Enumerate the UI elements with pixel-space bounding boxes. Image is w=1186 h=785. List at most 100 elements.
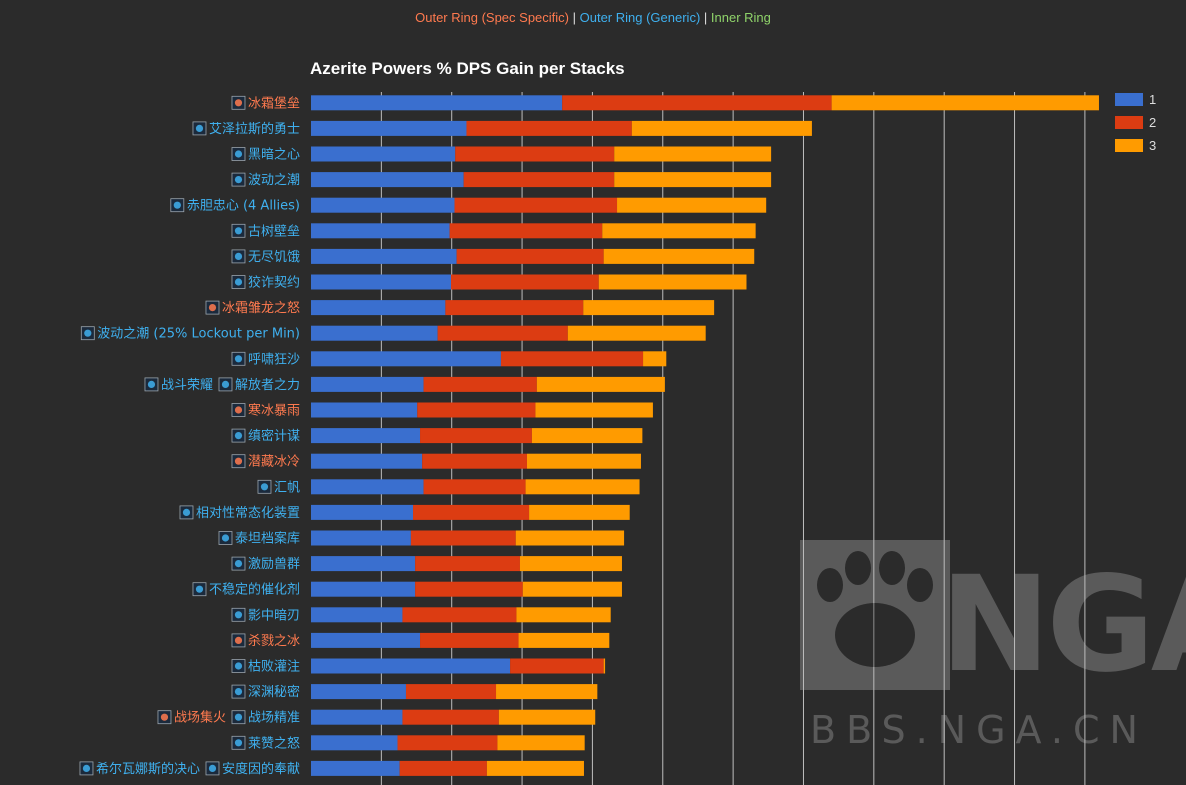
ice-rain-icon [231, 403, 246, 417]
category-label: 影中暗刃 [248, 608, 300, 623]
bar-segment-2 [420, 632, 519, 648]
icon-glyph [173, 201, 181, 209]
bar-segment-2 [455, 146, 615, 162]
category-label: 汇帆 [274, 480, 300, 495]
bar-segment-2 [402, 709, 499, 725]
bar-segment-1 [311, 146, 456, 162]
stack-legend: 1 2 3 [1115, 92, 1156, 153]
dark-heart-icon [231, 147, 246, 161]
shadow-blade-icon [231, 607, 246, 622]
bar-segment-2 [415, 581, 523, 597]
bar-segment-1 [311, 581, 416, 597]
pack-icon [231, 556, 246, 571]
focus-fire-icon [157, 710, 172, 725]
category-label: 战斗荣耀 [161, 378, 213, 393]
bar-segment-1 [311, 223, 450, 239]
icon-glyph [234, 406, 243, 414]
hidden-cold-icon [231, 454, 246, 469]
category-label: 激励兽群 [248, 557, 300, 572]
category-label: 相对性常态化装置 [196, 506, 300, 521]
icon-glyph [234, 713, 243, 721]
category-label: 枯败灌注 [248, 660, 300, 675]
bar-segment-1 [311, 658, 511, 674]
bar-segment-3 [603, 658, 606, 674]
killer-frost-icon [231, 633, 246, 648]
ancient-tree-icon [231, 223, 246, 238]
category-label: 战场精准 [248, 711, 300, 726]
bar-segment-3 [519, 556, 622, 572]
icon-glyph [182, 508, 191, 516]
legend-separator: | [569, 10, 580, 25]
bar-segment-1 [311, 120, 467, 136]
tidal-surge-icon [80, 326, 95, 341]
bar-segment-2 [415, 556, 520, 572]
icon-glyph [234, 457, 243, 465]
category-label: 安度因的奉献 [222, 761, 300, 777]
icon-glyph [260, 483, 269, 491]
bar-segment-3 [496, 684, 598, 700]
bar-segment-2 [397, 735, 498, 751]
category-label: 赤胆忠心 (4 Allies) [187, 199, 300, 214]
sail-icon [257, 479, 272, 494]
bar-segment-3 [603, 248, 755, 264]
bar-segment-1 [311, 504, 414, 520]
frost-bulwark-icon [231, 95, 246, 110]
bar-segment-2 [456, 248, 604, 264]
legend-label-3: 3 [1149, 138, 1156, 153]
icon-glyph [234, 739, 243, 747]
category-label: 冰霜雏龙之怒 [222, 300, 300, 316]
bar-segment-1 [311, 684, 406, 700]
bar-segment-2 [463, 172, 615, 188]
bar-segment-3 [526, 453, 641, 469]
icon-glyph [160, 713, 169, 721]
catalyst-icon [192, 582, 207, 597]
stacked-bars [311, 95, 1099, 776]
bar-segment-3 [518, 632, 610, 648]
bar-segment-3 [498, 709, 596, 725]
legend-label-1: 1 [1149, 92, 1156, 107]
bar-segment-3 [516, 607, 611, 623]
bar-segment-3 [617, 197, 767, 213]
icon-glyph [234, 688, 243, 696]
category-label: 呼啸狂沙 [248, 352, 300, 367]
icon-glyph [234, 150, 243, 158]
bar-segment-3 [631, 120, 812, 136]
icon-glyph [208, 304, 217, 312]
icon-glyph [234, 636, 243, 645]
bar-segment-3 [536, 376, 665, 392]
icon-glyph [234, 99, 243, 107]
bar-segment-3 [522, 581, 622, 597]
bar-segment-2 [445, 300, 584, 316]
bar-segment-3 [831, 95, 1099, 111]
icon-glyph [195, 585, 204, 593]
blight-icon [231, 659, 246, 673]
category-label: 波动之潮 (25% Lockout per Min) [97, 327, 300, 342]
bar-segment-2 [562, 95, 832, 111]
legend-inner: Inner Ring [710, 10, 771, 25]
bar-segment-3 [525, 479, 640, 495]
category-label: 波动之潮 [248, 173, 300, 188]
bar-segment-1 [311, 248, 457, 264]
legend-outer-generic: Outer Ring (Generic) [579, 10, 701, 25]
icon-glyph [234, 252, 243, 260]
bar-segment-1 [311, 632, 421, 648]
bar-segment-3 [614, 172, 772, 188]
liberator-icon [218, 377, 233, 392]
bar-segment-2 [405, 684, 497, 700]
anduin-icon [205, 761, 220, 776]
bar-segment-1 [311, 709, 403, 725]
legend-swatch-1 [1115, 93, 1143, 106]
category-label: 艾泽拉斯的勇士 [209, 121, 300, 137]
icon-glyph [84, 329, 92, 337]
icon-glyph [234, 432, 243, 440]
category-label: 狡诈契约 [248, 276, 300, 291]
bar-segment-3 [531, 428, 643, 444]
bar-segment-2 [422, 453, 527, 469]
category-label: 寒冰暴雨 [248, 403, 300, 419]
bar-segment-1 [311, 428, 421, 444]
bar-segment-3 [497, 735, 585, 751]
sylvanas-icon [79, 761, 94, 776]
chart-title: Azerite Powers % DPS Gain per Stacks [310, 59, 625, 78]
